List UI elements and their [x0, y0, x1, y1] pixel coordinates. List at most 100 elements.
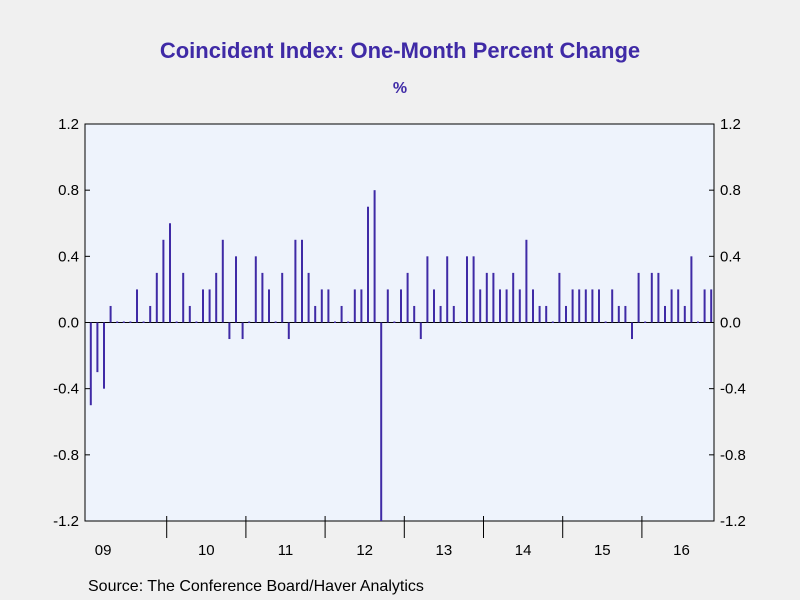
bar — [459, 321, 462, 323]
bar — [631, 322, 633, 340]
x-tick-label: 13 — [436, 542, 453, 559]
bar — [142, 321, 145, 323]
bar — [149, 305, 152, 323]
bar — [261, 272, 264, 323]
y-tick-label-right: 0.8 — [720, 182, 741, 199]
bar — [89, 322, 92, 406]
bar — [611, 289, 614, 323]
bar — [439, 305, 442, 323]
bar — [591, 289, 594, 323]
bar — [499, 289, 501, 323]
y-tick-label-right: -0.4 — [720, 381, 746, 398]
bar — [532, 289, 534, 323]
y-tick-label-left: 0.8 — [58, 182, 79, 199]
bar — [525, 239, 528, 323]
bar — [169, 223, 171, 323]
bar — [307, 272, 310, 323]
bar — [710, 289, 713, 323]
x-tick-label: 16 — [673, 542, 690, 559]
bar — [103, 322, 105, 389]
bar — [584, 289, 587, 323]
bar — [512, 272, 515, 323]
bar — [116, 321, 119, 323]
bar — [248, 321, 251, 323]
bar — [637, 272, 640, 323]
bar — [320, 289, 323, 323]
bar — [109, 305, 112, 323]
bar — [327, 289, 330, 323]
x-tick-label: 10 — [198, 542, 215, 559]
bar — [551, 321, 554, 323]
chart-unit-label: % — [392, 80, 408, 97]
bar — [96, 322, 99, 373]
bar — [413, 305, 416, 323]
bar — [518, 289, 521, 323]
bar — [492, 272, 495, 323]
bar — [545, 305, 548, 323]
y-tick-label-right: -1.2 — [720, 513, 746, 530]
y-tick-label-right: 1.2 — [720, 116, 741, 133]
bar — [624, 305, 627, 323]
bar — [175, 321, 178, 323]
bar — [294, 239, 297, 323]
bar — [301, 239, 303, 323]
y-tick-label-right: 0.0 — [720, 315, 741, 332]
bar — [677, 289, 680, 323]
y-tick-label-left: -0.8 — [53, 447, 79, 464]
bar — [228, 322, 231, 340]
bar — [360, 289, 363, 323]
bar — [367, 206, 369, 323]
bar — [268, 289, 270, 323]
bar — [347, 321, 350, 323]
bar — [281, 272, 284, 323]
bar — [136, 289, 138, 323]
bar — [644, 321, 647, 323]
bar — [373, 190, 376, 323]
y-tick-label-left: -1.2 — [53, 513, 79, 530]
bar — [426, 256, 429, 323]
bar — [703, 289, 706, 323]
bar — [578, 289, 581, 323]
chart-title: Coincident Index: One-Month Percent Chan… — [159, 38, 641, 63]
bar — [485, 272, 488, 323]
bar — [604, 321, 607, 323]
x-tick-label: 12 — [356, 542, 373, 559]
bar — [571, 289, 574, 323]
bar — [274, 321, 277, 323]
bar — [452, 305, 455, 323]
bar — [380, 322, 383, 521]
bar — [433, 289, 435, 323]
bar — [650, 272, 653, 323]
bar — [195, 321, 198, 323]
bar — [505, 289, 508, 323]
bar — [558, 272, 561, 323]
y-tick-label-left: 0.0 — [58, 315, 79, 332]
bar — [208, 289, 211, 323]
chart-source: Source: The Conference Board/Haver Analy… — [88, 578, 424, 595]
bar — [155, 272, 158, 323]
x-tick-label: 11 — [278, 542, 294, 559]
bar — [241, 322, 244, 340]
bar — [657, 272, 660, 323]
bar — [215, 272, 218, 323]
bar — [386, 289, 389, 323]
bar — [235, 256, 237, 323]
y-tick-label-left: 1.2 — [58, 116, 79, 133]
y-tick-label-left: 0.4 — [58, 248, 79, 265]
bar — [221, 239, 224, 323]
bar — [188, 305, 191, 323]
bar — [479, 289, 482, 323]
bar — [664, 305, 666, 323]
bar — [314, 305, 317, 323]
bar — [162, 239, 165, 323]
bar — [466, 256, 468, 323]
bar — [683, 305, 686, 323]
bar — [334, 321, 336, 323]
bar — [538, 305, 541, 323]
bar — [122, 321, 125, 323]
bar — [393, 321, 396, 323]
bar — [406, 272, 409, 323]
bar — [353, 289, 356, 323]
bar — [565, 305, 567, 323]
